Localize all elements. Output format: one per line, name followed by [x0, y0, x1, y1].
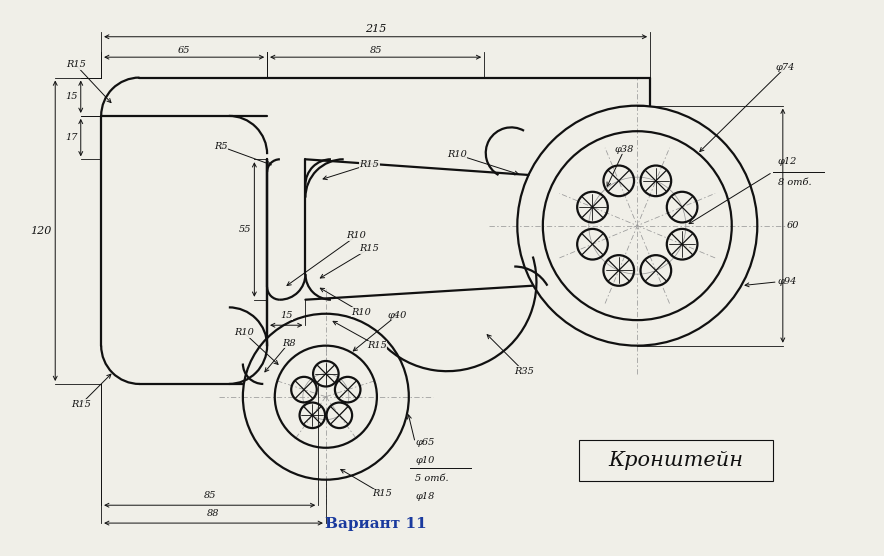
Text: Кронштейн: Кронштейн	[608, 451, 743, 470]
Text: R15: R15	[372, 489, 392, 498]
Text: 55: 55	[240, 225, 252, 234]
Text: φ10: φ10	[415, 456, 435, 465]
Text: 85: 85	[203, 491, 216, 500]
Text: φ12: φ12	[778, 157, 797, 166]
Text: R10: R10	[352, 308, 371, 317]
Text: R10: R10	[234, 329, 254, 337]
Text: R15: R15	[367, 341, 387, 350]
Text: φ18: φ18	[415, 492, 435, 501]
Text: 60: 60	[787, 221, 799, 230]
Text: φ38: φ38	[615, 145, 634, 153]
Text: R15: R15	[71, 400, 91, 409]
Text: R15: R15	[359, 244, 379, 253]
Text: φ40: φ40	[388, 310, 407, 320]
Text: φ74: φ74	[775, 63, 795, 72]
Text: R35: R35	[514, 367, 534, 376]
Text: R8: R8	[282, 339, 295, 348]
Text: 8 отб.: 8 отб.	[778, 178, 812, 187]
Text: 15: 15	[65, 92, 78, 101]
Text: 88: 88	[207, 509, 220, 518]
Text: 17: 17	[65, 133, 78, 142]
Bar	[579, 440, 773, 481]
Text: R10: R10	[447, 150, 467, 159]
Text: 215: 215	[365, 24, 386, 34]
Text: R10: R10	[347, 231, 366, 240]
Text: 120: 120	[30, 226, 51, 236]
Text: R5: R5	[214, 142, 228, 151]
Text: Вариант 11: Вариант 11	[324, 518, 426, 532]
Text: 65: 65	[178, 46, 190, 54]
Text: 5 отб.: 5 отб.	[415, 474, 449, 483]
Text: φ65: φ65	[415, 438, 435, 447]
Text: R15: R15	[359, 160, 379, 169]
Text: 85: 85	[370, 46, 382, 54]
Text: R15: R15	[65, 61, 86, 70]
Text: 15: 15	[280, 311, 293, 320]
Text: φ94: φ94	[778, 277, 797, 286]
